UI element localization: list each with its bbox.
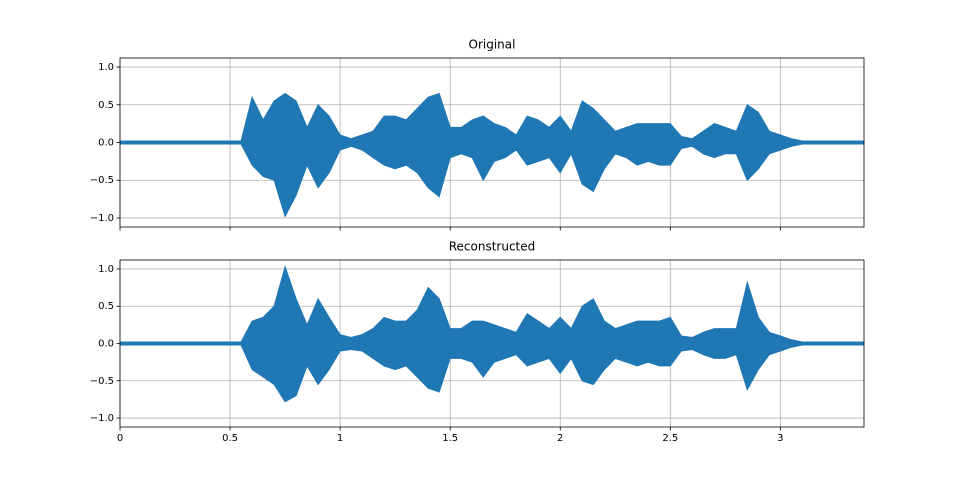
x-tick-label: 0 [117,433,123,444]
x-tick-label: 1 [337,433,343,444]
y-tick-label: −0.5 [90,376,114,387]
y-tick-label: −0.5 [90,175,114,186]
y-tick-label: −1.0 [90,213,114,224]
axes-frame [119,57,865,228]
y-tick-label: 0.0 [98,339,114,350]
x-tick-label: 1.5 [442,433,458,444]
waveform [119,265,865,403]
y-tick-label: 0.5 [98,301,114,312]
chart-title: Original [469,38,516,52]
axes-frame [119,259,865,428]
x-tick-label: 0.5 [222,433,238,444]
y-tick-label: 1.0 [98,264,114,275]
y-tick-label: 0.5 [98,100,114,111]
y-tick-label: 0.0 [98,138,114,149]
x-tick-label: 2.5 [662,433,678,444]
x-tick-label: 2 [557,433,563,444]
chart-title: Reconstructed [449,240,536,254]
y-tick-label: 1.0 [98,62,114,73]
waveform [119,92,865,218]
y-tick-label: −1.0 [90,413,114,424]
x-tick-label: 3 [777,433,783,444]
